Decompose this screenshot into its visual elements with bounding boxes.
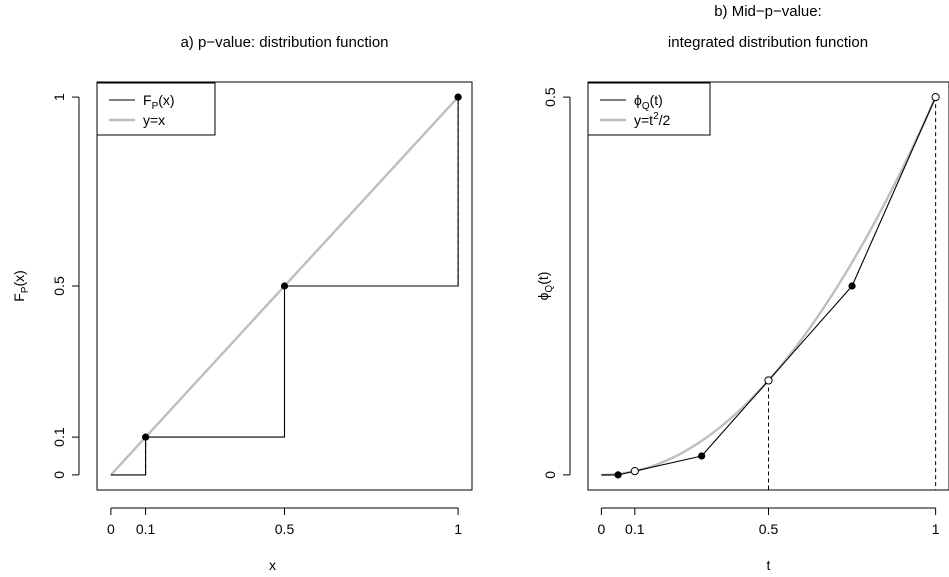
chart-title: b) Mid−p−value: <box>714 3 822 20</box>
x-axis-label: x <box>269 557 276 573</box>
open-point <box>630 467 639 476</box>
y-label-arg: (t) <box>535 272 551 285</box>
legend-arg: (x) <box>158 92 174 108</box>
y-label-main: F <box>11 293 27 302</box>
open-point <box>764 376 773 385</box>
y-label-main: ϕ <box>535 292 551 300</box>
open-point <box>931 93 940 102</box>
legend-box <box>96 82 216 136</box>
x-tick-label: 0.1 <box>625 521 645 537</box>
legend-tail: /2 <box>659 112 671 128</box>
y-axis-label: ϕQ(t) <box>535 272 555 301</box>
x-tick-label: 0.1 <box>136 521 156 537</box>
plot-frame <box>96 81 473 491</box>
y-tick-label: 0.5 <box>51 276 67 296</box>
filled-point <box>454 93 462 101</box>
chart-title: integrated distribution function <box>668 34 868 51</box>
y-axis-label: FP(x) <box>11 270 31 302</box>
legend-label: y=t2/2 <box>634 111 671 128</box>
filled-point <box>848 282 856 290</box>
plot-frame <box>587 81 949 491</box>
filled-point <box>142 433 150 441</box>
y-tick-label: 1 <box>51 93 67 101</box>
legend-sub: P <box>152 101 159 112</box>
y-tick-label: 0.5 <box>542 87 558 107</box>
y-tick-label: 0 <box>542 471 558 479</box>
chart-title: a) p−value: distribution function <box>180 34 388 51</box>
y-label-arg: (x) <box>11 270 27 286</box>
panel-a: a) p−value: distribution function 0 0.1 0.5… <box>11 34 473 573</box>
x-axis-label: t <box>767 557 771 573</box>
filled-point <box>280 282 289 290</box>
filled-point <box>698 452 706 460</box>
filled-point <box>614 471 622 479</box>
x-tick-label: 1 <box>932 521 940 537</box>
legend-label: y=x <box>143 112 165 128</box>
x-tick-label: 0.5 <box>275 521 295 537</box>
x-tick-label: 0 <box>597 521 605 537</box>
y-label-sub: P <box>20 286 31 293</box>
x-tick-label: 1 <box>454 521 462 537</box>
y-label-sub: Q <box>544 285 555 293</box>
legend-box <box>587 82 711 136</box>
legend-main: ϕ <box>634 92 642 108</box>
y-tick-label: 0.1 <box>51 427 67 447</box>
x-tick-label: 0 <box>107 521 115 537</box>
legend-sup: 2 <box>653 111 659 122</box>
legend-text: y=t <box>634 112 653 128</box>
y-tick-label: 0 <box>51 471 67 479</box>
legend-label: FP(x) <box>143 92 175 112</box>
panel-b: b) Mid−p−value: integrated distribution f… <box>535 3 949 573</box>
legend-sub: Q <box>642 101 650 112</box>
x-tick-label: 0.5 <box>759 521 779 537</box>
legend-label: ϕQ(t) <box>634 92 663 112</box>
legend-arg: (t) <box>650 92 663 108</box>
legend-main: F <box>143 92 152 108</box>
legend-text: y=x <box>143 112 165 128</box>
legend: ϕQ(t)y=t2/2 <box>587 82 711 136</box>
legend: FP(x)y=x <box>96 82 216 136</box>
